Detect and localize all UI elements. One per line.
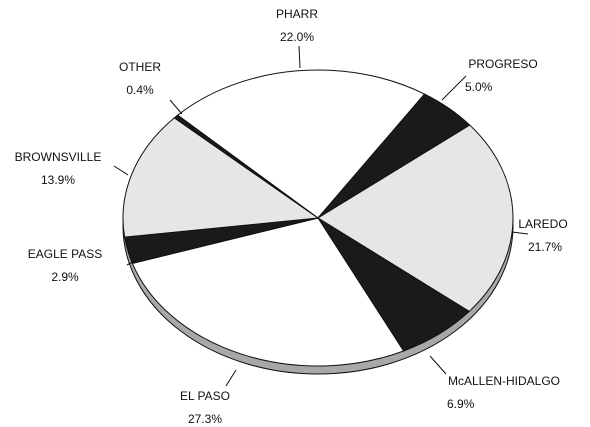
leader-line xyxy=(113,165,129,176)
slice-name: PROGRESO xyxy=(468,57,537,71)
slice-name: LAREDO xyxy=(518,217,567,231)
slice-name: OTHER xyxy=(119,60,161,74)
slice-value-label: 5.0% xyxy=(465,80,493,94)
slice-value-label: 0.4% xyxy=(126,83,154,97)
pie-slice xyxy=(176,69,426,219)
leader-line xyxy=(225,369,237,387)
slice-name: EAGLE PASS xyxy=(28,247,102,261)
leader-line xyxy=(511,231,529,235)
slice-value-label: 22.0% xyxy=(280,30,314,44)
leader-line xyxy=(126,258,139,266)
slice-value-label: 2.9% xyxy=(51,270,79,284)
leader-line xyxy=(169,99,183,115)
slice-name: EL PASO xyxy=(180,389,230,403)
slice-name: McALLEN-HIDALGO xyxy=(448,374,560,388)
slice-value-label: 6.9% xyxy=(447,397,475,411)
leader-line xyxy=(441,75,467,101)
slice-value-label: 13.9% xyxy=(41,173,75,187)
slice-name: BROWNSVILLE xyxy=(15,150,102,164)
pie-slice xyxy=(317,124,514,313)
pie-slice xyxy=(173,114,319,219)
pie-slice xyxy=(131,217,405,367)
pie-slice xyxy=(122,117,320,238)
slice-value-label: 21.7% xyxy=(528,240,562,254)
leader-line xyxy=(429,355,447,375)
leader-line xyxy=(298,45,301,69)
slice-name: PHARR xyxy=(276,7,318,21)
slice-value-label: 27.3% xyxy=(188,412,222,426)
